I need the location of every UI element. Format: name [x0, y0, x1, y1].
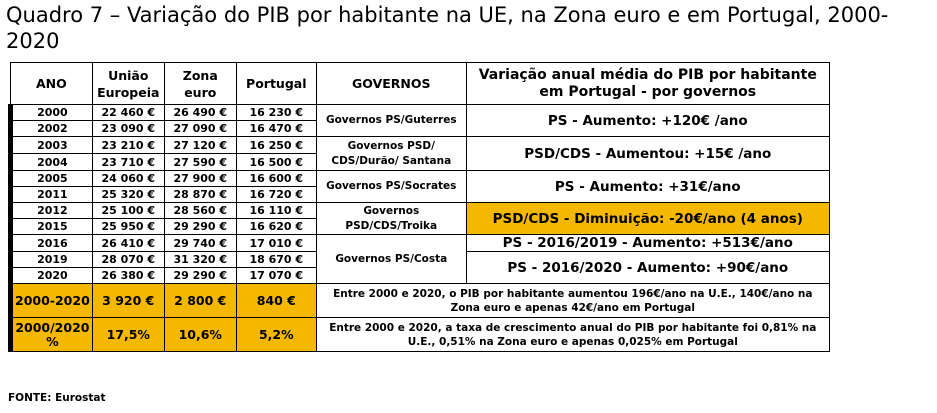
cell-pt: 16 720 € [235, 186, 317, 203]
cell-ano: 2011 [8, 186, 93, 203]
cell-ue: 25 950 € [91, 218, 165, 235]
cell-governo: Governos PS/Guterres [315, 104, 467, 137]
cell-variacao: PS - 2016/2020 - Aumento: +90€/ano [465, 251, 830, 284]
source-note: FONTE: Eurostat [8, 392, 106, 404]
cell-pt: 16 110 € [235, 202, 317, 219]
cell-pt: 16 600 € [235, 170, 317, 187]
cell-ue: 26 380 € [91, 267, 165, 284]
cell-variacao: PS - Aumento: +120€ /ano [465, 104, 830, 137]
cell-ze: 29 290 € [163, 218, 237, 235]
cell-variacao: PS - 2016/2019 - Aumento: +513€/ano [465, 234, 830, 252]
cell-ano: 2019 [8, 251, 93, 268]
summary-ue: 17,5% [91, 317, 165, 352]
header-pt: Portugal [235, 62, 317, 105]
cell-ue: 23 710 € [91, 153, 165, 171]
cell-ano: 2020 [8, 267, 93, 284]
cell-pt: 16 620 € [235, 218, 317, 235]
cell-ano: 2004 [8, 153, 93, 171]
cell-ue: 25 320 € [91, 186, 165, 203]
cell-governo: Governos PS/Costa [315, 234, 467, 284]
cell-ze: 27 090 € [163, 120, 237, 137]
cell-governo: Governos PSD/CDS/Troika [315, 202, 467, 235]
cell-ue: 25 100 € [91, 202, 165, 219]
cell-pt: 18 670 € [235, 251, 317, 268]
summary-pt: 840 € [235, 283, 317, 318]
cell-ze: 31 320 € [163, 251, 237, 268]
summary-ze: 2 800 € [163, 283, 237, 318]
summary-ano: 2000/2020 % [8, 317, 93, 352]
cell-ue: 23 090 € [91, 120, 165, 137]
cell-pt: 16 470 € [235, 120, 317, 137]
cell-ue: 26 410 € [91, 234, 165, 252]
cell-ano: 2016 [8, 234, 93, 252]
cell-ue: 22 460 € [91, 104, 165, 121]
cell-pt: 16 250 € [235, 136, 317, 154]
cell-pt: 17 070 € [235, 267, 317, 284]
cell-ano: 2005 [8, 170, 93, 187]
cell-governo: Governos PS/Socrates [315, 170, 467, 203]
cell-ze: 27 900 € [163, 170, 237, 187]
summary-pt: 5,2% [235, 317, 317, 352]
header-governos: GOVERNOS [315, 62, 467, 105]
summary-ze: 10,6% [163, 317, 237, 352]
cell-ue: 28 070 € [91, 251, 165, 268]
header-variacao: Variação anual média do PIB por habitant… [465, 62, 830, 105]
pib-table: ANO União Europeia Zona euro Portugal GO… [8, 62, 830, 352]
header-ze: Zona euro [163, 62, 237, 105]
cell-ze: 28 870 € [163, 186, 237, 203]
cell-variacao-highlight: PSD/CDS - Diminuição: -20€/ano (4 anos) [465, 202, 830, 235]
cell-ze: 26 490 € [163, 104, 237, 121]
header-ano: ANO [10, 62, 93, 105]
cell-ano: 2002 [8, 120, 93, 137]
summary-ue: 3 920 € [91, 283, 165, 318]
cell-pt: 17 010 € [235, 234, 317, 252]
cell-ano: 2000 [8, 104, 93, 121]
cell-variacao: PS - Aumento: +31€/ano [465, 170, 830, 203]
cell-ze: 27 120 € [163, 136, 237, 154]
cell-variacao: PSD/CDS - Aumentou: +15€ /ano [465, 136, 830, 171]
cell-pt: 16 500 € [235, 153, 317, 171]
cell-pt: 16 230 € [235, 104, 317, 121]
summary-note: Entre 2000 e 2020, a taxa de crescimento… [315, 317, 830, 352]
cell-ue: 23 210 € [91, 136, 165, 154]
cell-ze: 28 560 € [163, 202, 237, 219]
cell-governo: Governos PSD/ CDS/Durão/ Santana [315, 136, 467, 171]
cell-ue: 24 060 € [91, 170, 165, 187]
cell-ano: 2015 [8, 218, 93, 235]
cell-ano: 2003 [8, 136, 93, 154]
summary-note: Entre 2000 e 2020, o PIB por habitante a… [315, 283, 830, 318]
header-ue: União Europeia [91, 62, 165, 105]
cell-ze: 29 740 € [163, 234, 237, 252]
summary-ano: 2000-2020 [8, 283, 93, 318]
cell-ze: 27 590 € [163, 153, 237, 171]
cell-ano: 2012 [8, 202, 93, 219]
table-title: Quadro 7 – Variação do PIB por habitante… [6, 3, 889, 53]
cell-ze: 29 290 € [163, 267, 237, 284]
